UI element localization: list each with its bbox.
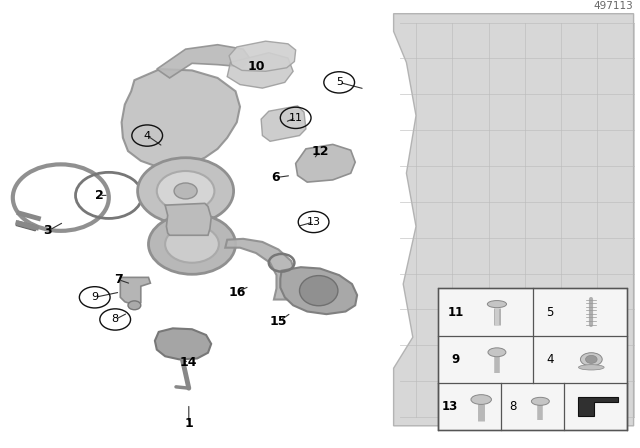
Circle shape bbox=[138, 158, 234, 224]
Text: 9: 9 bbox=[451, 353, 460, 366]
Text: 4: 4 bbox=[546, 353, 554, 366]
Ellipse shape bbox=[471, 395, 492, 405]
Polygon shape bbox=[165, 203, 211, 235]
Ellipse shape bbox=[488, 348, 506, 357]
Circle shape bbox=[157, 171, 214, 211]
Polygon shape bbox=[225, 239, 296, 300]
Text: 5: 5 bbox=[336, 78, 342, 87]
Polygon shape bbox=[122, 69, 240, 168]
Polygon shape bbox=[280, 267, 357, 314]
Ellipse shape bbox=[300, 276, 338, 306]
Text: 11: 11 bbox=[289, 113, 303, 123]
Polygon shape bbox=[16, 221, 37, 231]
Polygon shape bbox=[157, 45, 250, 78]
Text: 7: 7 bbox=[114, 273, 123, 286]
Polygon shape bbox=[261, 106, 306, 141]
Text: 8: 8 bbox=[111, 314, 119, 324]
Polygon shape bbox=[579, 397, 618, 416]
Text: 13: 13 bbox=[307, 217, 321, 227]
Polygon shape bbox=[120, 277, 150, 304]
Ellipse shape bbox=[580, 353, 602, 366]
Text: 16: 16 bbox=[228, 285, 246, 298]
Ellipse shape bbox=[487, 301, 506, 308]
Circle shape bbox=[148, 214, 236, 274]
Text: 1: 1 bbox=[184, 417, 193, 430]
Text: 6: 6 bbox=[271, 171, 280, 184]
Ellipse shape bbox=[531, 397, 549, 405]
Text: 497113: 497113 bbox=[594, 1, 634, 12]
Text: 10: 10 bbox=[247, 60, 265, 73]
Text: 2: 2 bbox=[95, 189, 104, 202]
Polygon shape bbox=[229, 41, 296, 71]
Ellipse shape bbox=[579, 365, 604, 370]
Text: 11: 11 bbox=[447, 306, 463, 319]
Text: 12: 12 bbox=[311, 145, 329, 158]
Text: 9: 9 bbox=[91, 293, 99, 302]
Text: 4: 4 bbox=[143, 130, 151, 141]
Text: 14: 14 bbox=[180, 357, 198, 370]
Text: 5: 5 bbox=[546, 306, 554, 319]
Circle shape bbox=[128, 301, 141, 310]
Circle shape bbox=[174, 183, 197, 199]
Polygon shape bbox=[227, 53, 293, 88]
Polygon shape bbox=[155, 328, 211, 359]
Bar bbox=[438, 289, 627, 430]
Circle shape bbox=[165, 225, 219, 263]
Circle shape bbox=[586, 355, 597, 363]
Text: 8: 8 bbox=[509, 400, 516, 413]
Text: 15: 15 bbox=[269, 315, 287, 328]
Text: 3: 3 bbox=[44, 224, 52, 237]
Polygon shape bbox=[296, 144, 355, 182]
Text: 13: 13 bbox=[442, 400, 458, 413]
Polygon shape bbox=[394, 14, 634, 426]
